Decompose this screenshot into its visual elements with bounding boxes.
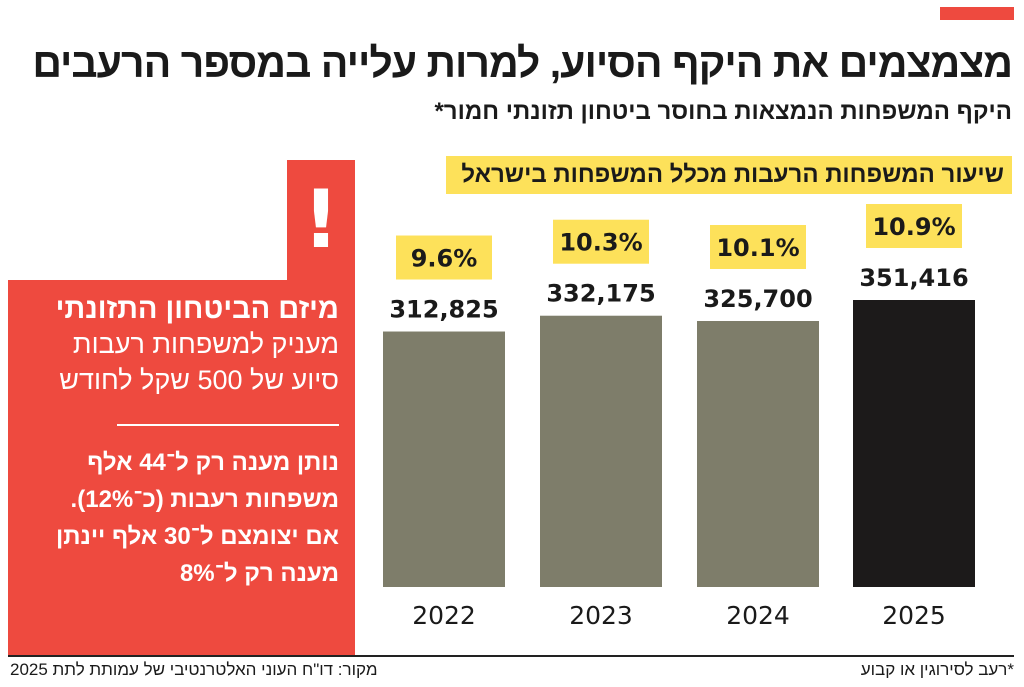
page-title: מצמצמים את היקף הסיוע, למרות עלייה במספר… <box>32 40 1013 86</box>
divider <box>117 424 339 426</box>
info-line: מעניק למשפחות רעבות <box>72 329 339 359</box>
info-line: סיוע של 500 שקל לחודש <box>59 365 339 395</box>
value-label: 325,700 <box>703 285 812 313</box>
info-note: אם יצומצם ל־30 אלף יינתן <box>56 523 339 550</box>
source-text: מקור: דו"ח העוני האלטרנטיבי של עמותת לתת… <box>10 660 378 679</box>
percent-label: 10.1% <box>716 234 799 262</box>
x-tick-label: 2023 <box>569 601 633 630</box>
info-note: משפחות רעבות (כ־12%). <box>70 486 339 513</box>
bar <box>540 315 662 587</box>
info-heading: מיזם הביטחון התזונתי <box>55 293 339 325</box>
bar <box>853 300 975 587</box>
info-note: מענה רק ל־8% <box>179 560 339 587</box>
value-label: 312,825 <box>389 296 498 324</box>
footer-accent <box>8 652 355 656</box>
percent-label: 10.3% <box>559 229 642 257</box>
percent-box <box>396 235 492 280</box>
percent-label: 10.9% <box>872 213 955 241</box>
x-tick-label: 2024 <box>726 601 790 630</box>
percent-box <box>866 204 962 248</box>
accent-bar <box>940 7 1014 20</box>
page-subtitle: היקף המשפחות הנמצאות בחוסר ביטחון תזונתי… <box>434 98 1012 125</box>
x-tick-label: 2025 <box>882 601 946 630</box>
bar <box>697 321 819 587</box>
legend-label: שיעור המשפחות הרעבות מכלל המשפחות בישראל <box>446 156 1012 194</box>
info-box: מיזם הביטחון התזונתי מעניק למשפחות רעבות… <box>8 280 355 655</box>
percent-label: 9.6% <box>411 245 478 273</box>
percent-box <box>553 219 649 264</box>
footer-divider <box>8 655 1014 657</box>
footnote-text: *רעב לסירוגין או קבוע <box>860 660 1014 679</box>
info-note: נותן מענה רק ל־44 אלף <box>87 449 339 476</box>
bar <box>383 331 505 587</box>
value-label: 332,175 <box>546 280 655 308</box>
exclamation-icon: ! <box>287 160 355 285</box>
x-tick-label: 2022 <box>412 601 476 630</box>
percent-box <box>710 225 806 270</box>
value-label: 351,416 <box>859 264 968 292</box>
